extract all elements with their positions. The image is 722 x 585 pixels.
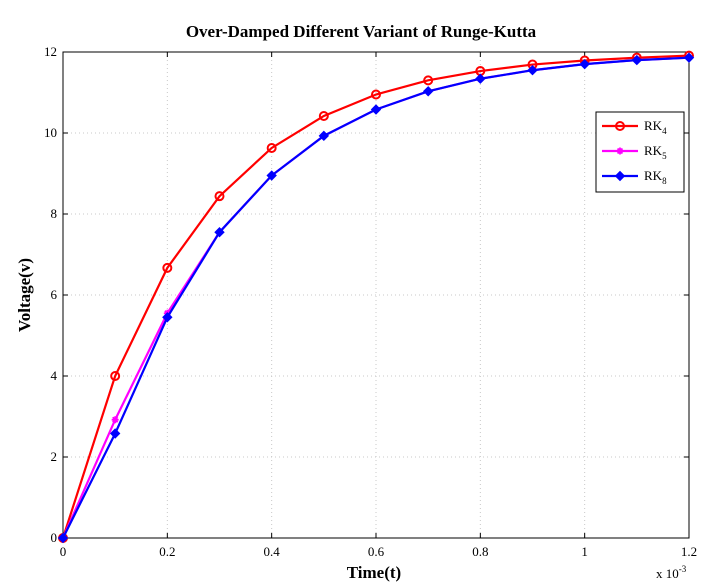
series-rk8-marker [214,227,225,238]
legend-rk5-marker [616,147,624,155]
series-rk8-marker [527,65,538,76]
legend-rk4-label: RK4 [644,118,667,136]
series-rk4-marker [423,75,434,86]
legend-rk8-marker [614,170,626,182]
series-rk8-marker [579,58,590,70]
series-rk4-marker [371,89,381,100]
series-rk8-marker [370,104,382,115]
series-rk5-marker [111,416,119,424]
y-tick-label: 0 [51,530,58,545]
series-rk8 [57,52,695,544]
series-rk8-marker [57,532,69,544]
legend: RK4 RK5 RK8 [595,111,685,193]
x-tick-label: 1.2 [681,544,697,559]
series-layer [57,50,695,544]
x-axis-label: Time(t) [347,563,401,582]
grid-layer [63,52,689,538]
chart-title: Over-Damped Different Variant of Runge-K… [186,22,537,41]
series-rk8-marker [109,428,121,439]
tick-layer: 0 0.2 0.4 0.6 0.8 1 1.2 0 2 4 6 8 10 12 [44,44,697,559]
x-tick-label: 0.8 [472,544,488,559]
series-rk8-marker [683,52,695,63]
series-rk4-marker [266,142,277,153]
x-tick-label: 1 [581,544,588,559]
legend-rk5-label: RK5 [644,143,667,161]
x-tick-label: 0 [60,544,67,559]
series-rk8-line [62,56,690,539]
series-rk5-line [61,56,690,539]
x-axis-multiplier-base: x 10 [656,566,679,581]
series-rk8-marker [475,73,486,84]
legend-rk8-label: RK8 [644,168,667,186]
series-rk4-marker [318,110,329,121]
series-rk4-marker [214,191,225,202]
series-rk4-marker [110,371,121,381]
legend-rk4-marker [615,121,625,131]
x-tick-label: 0.6 [368,544,385,559]
series-rk8-marker [266,170,277,181]
y-tick-label: 10 [44,125,57,140]
y-tick-label: 8 [51,206,58,221]
x-tick-label: 0.4 [264,544,281,559]
x-axis-multiplier: x 10-3 [656,564,687,581]
series-rk4-marker [162,262,173,273]
y-tick-label: 4 [51,368,58,383]
series-rk8-marker [422,86,434,97]
y-tick-label: 2 [51,449,58,464]
series-rk8-marker [631,54,643,66]
y-axis-label: Voltage(v) [15,258,34,332]
series-rk8-marker [162,312,173,323]
y-tick-label: 6 [51,287,58,302]
series-rk8-marker [318,130,330,142]
x-tick-label: 0.2 [159,544,175,559]
x-axis-multiplier-exponent: -3 [679,564,687,574]
y-tick-label: 12 [44,44,57,59]
